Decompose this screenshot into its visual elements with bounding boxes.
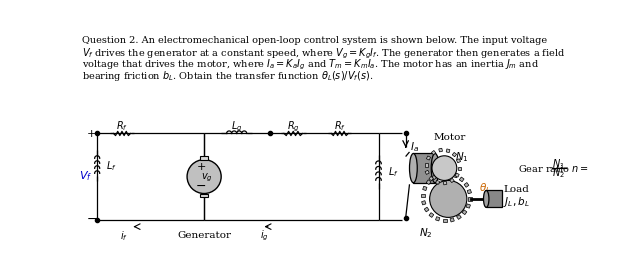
Circle shape <box>429 180 467 217</box>
Bar <box>450 178 454 183</box>
Text: −: − <box>196 180 206 193</box>
Bar <box>467 190 472 194</box>
Bar <box>450 218 454 222</box>
Text: −: − <box>87 213 97 226</box>
Bar <box>413 153 435 183</box>
Bar <box>429 213 434 217</box>
Bar <box>435 217 440 221</box>
Bar <box>443 219 447 222</box>
Text: $i_f$: $i_f$ <box>121 229 128 243</box>
Text: Load: Load <box>503 185 529 194</box>
Text: $V_f$ drives the generator at a constant speed, where $V_g = K_gI_f$. The genera: $V_f$ drives the generator at a constant… <box>83 47 566 61</box>
Bar <box>200 156 208 160</box>
Text: $\theta_L$: $\theta_L$ <box>479 181 490 195</box>
Text: +: + <box>196 162 206 172</box>
Text: $V_f$: $V_f$ <box>79 170 92 183</box>
Text: $R_f$: $R_f$ <box>334 120 345 133</box>
Bar <box>464 183 469 187</box>
Bar <box>455 173 459 177</box>
Ellipse shape <box>431 153 439 183</box>
Bar <box>447 172 450 176</box>
Text: $L_g$: $L_g$ <box>231 119 242 134</box>
Text: $I_a$: $I_a$ <box>410 140 419 154</box>
Text: $N_2$: $N_2$ <box>552 166 565 180</box>
Bar <box>458 167 461 170</box>
Ellipse shape <box>410 153 417 183</box>
Bar <box>460 177 464 182</box>
Text: $v_g$: $v_g$ <box>201 172 212 184</box>
Text: Question 2. An electromechanical open-loop control system is shown below. The in: Question 2. An electromechanical open-lo… <box>83 36 547 45</box>
Bar <box>453 152 456 157</box>
Bar <box>439 172 443 177</box>
Bar <box>432 175 437 180</box>
Bar <box>443 181 447 185</box>
Bar <box>436 180 440 184</box>
Bar <box>466 204 470 208</box>
Text: bearing friction $b_L$. Obtain the transfer function $\theta_L(s)/V_f(s)$.: bearing friction $b_L$. Obtain the trans… <box>83 69 374 83</box>
Text: $L_f$: $L_f$ <box>388 165 399 179</box>
Bar <box>422 201 426 205</box>
Bar <box>468 197 472 201</box>
Text: Gear ratio $n = $: Gear ratio $n = $ <box>518 163 589 173</box>
Text: Motor: Motor <box>433 133 466 142</box>
Bar <box>422 186 427 190</box>
Bar <box>426 180 431 185</box>
Bar <box>424 163 428 167</box>
Bar <box>424 207 429 212</box>
Bar <box>426 156 431 160</box>
Text: Generator: Generator <box>177 231 231 240</box>
Bar <box>456 215 462 219</box>
Bar <box>439 148 442 152</box>
Bar <box>421 194 425 197</box>
Text: $R_f$: $R_f$ <box>116 120 128 133</box>
Text: $i_g$: $i_g$ <box>260 229 269 243</box>
Bar <box>487 190 502 207</box>
Bar <box>462 210 467 215</box>
Bar <box>453 173 458 178</box>
Text: $N_1$: $N_1$ <box>455 150 469 164</box>
Bar <box>200 193 208 197</box>
Bar <box>456 159 461 163</box>
Text: $N_1$: $N_1$ <box>552 157 565 171</box>
Ellipse shape <box>483 190 489 207</box>
Text: +: + <box>87 129 96 139</box>
Bar <box>425 170 429 174</box>
Text: voltage that drives the motor, where $I_a = K_aI_g$ and $T_m = K_mI_a$. The moto: voltage that drives the motor, where $I_… <box>83 58 540 72</box>
Bar <box>446 149 450 153</box>
Text: $N_2$: $N_2$ <box>419 227 433 240</box>
Text: $R_g$: $R_g$ <box>287 119 299 134</box>
Text: $J_L, b_L$: $J_L, b_L$ <box>503 195 530 209</box>
Text: $L_f$: $L_f$ <box>106 159 117 173</box>
Circle shape <box>432 156 457 180</box>
Bar <box>431 150 436 155</box>
Circle shape <box>187 160 221 193</box>
Bar <box>429 176 433 181</box>
